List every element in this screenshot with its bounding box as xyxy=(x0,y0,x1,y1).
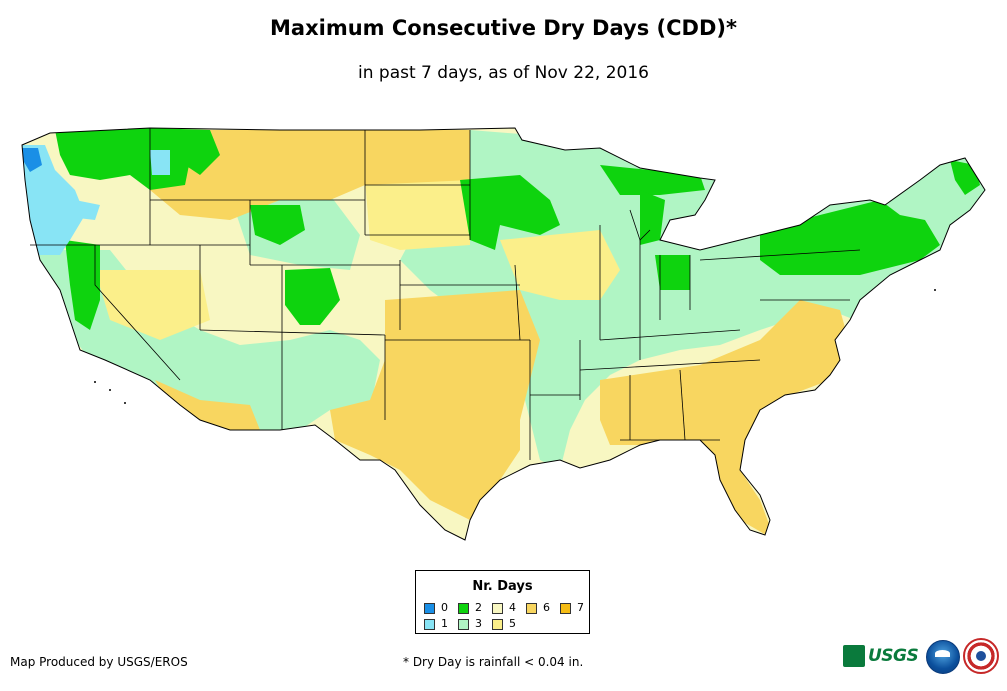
legend-swatch-3 xyxy=(458,618,469,630)
legend-item-6: 6 xyxy=(526,602,550,614)
legend-swatch-2 xyxy=(458,602,469,614)
legend-label-4: 4 xyxy=(509,601,516,614)
state-boundaries xyxy=(30,128,861,460)
legend-swatch-5 xyxy=(492,618,503,630)
legend-label-1: 1 xyxy=(441,617,448,630)
legend-item-7: 7 xyxy=(560,602,584,614)
legend: Nr. Days 0 1 2 3 4 5 6 7 xyxy=(415,570,590,634)
legend-item-0: 0 xyxy=(424,602,448,614)
legend-item-2: 2 xyxy=(458,602,482,614)
legend-item-5: 5 xyxy=(492,618,516,630)
legend-label-3: 3 xyxy=(475,617,482,630)
legend-label-0: 0 xyxy=(441,601,448,614)
legend-swatch-0 xyxy=(424,602,435,614)
legend-title: Nr. Days xyxy=(472,579,533,594)
noaa-logo-icon xyxy=(926,640,960,674)
legend-swatch-7 xyxy=(560,602,571,614)
usgs-wave-icon xyxy=(843,645,865,667)
legend-label-2: 2 xyxy=(475,601,482,614)
legend-swatch-4 xyxy=(492,602,503,614)
usgs-logo: USGS xyxy=(843,643,919,669)
legend-swatch-1 xyxy=(424,618,435,630)
nws-logo-icon xyxy=(963,638,999,674)
legend-swatch-6 xyxy=(526,602,537,614)
legend-label-6: 6 xyxy=(543,601,550,614)
coast-specks xyxy=(94,289,936,404)
legend-item-4: 4 xyxy=(492,602,516,614)
dry-day-footnote: * Dry Day is rainfall < 0.04 in. xyxy=(403,655,584,669)
map-subtitle: in past 7 days, as of Nov 22, 2016 xyxy=(358,63,649,83)
legend-label-7: 7 xyxy=(577,601,584,614)
legend-label-5: 5 xyxy=(509,617,516,630)
usgs-logo-text: USGS xyxy=(868,646,919,666)
legend-item-1: 1 xyxy=(424,618,448,630)
map-credit: Map Produced by USGS/EROS xyxy=(10,655,188,669)
map-title: Maximum Consecutive Dry Days (CDD)* xyxy=(270,16,737,40)
legend-item-3: 3 xyxy=(458,618,482,630)
